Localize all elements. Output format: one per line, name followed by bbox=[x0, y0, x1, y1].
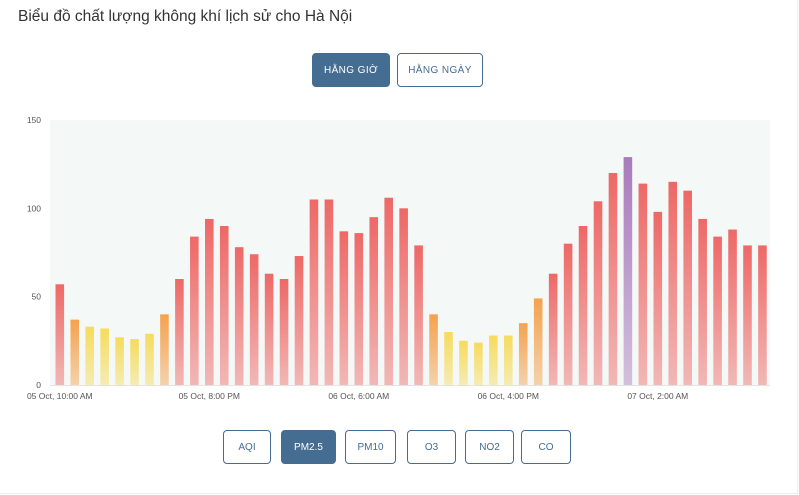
bar bbox=[160, 314, 169, 385]
bar bbox=[369, 217, 379, 385]
pm25-bar-chart: 0 50 100 150 05 Oct, 10:00 AM 05 Oct, 8:00 PM… bbox=[27, 115, 770, 401]
bar bbox=[758, 245, 767, 385]
bar bbox=[205, 218, 214, 385]
pollutant-button-co[interactable]: CO bbox=[521, 430, 571, 464]
bar bbox=[533, 298, 543, 385]
bar bbox=[279, 279, 289, 385]
bar bbox=[743, 245, 752, 385]
bar bbox=[399, 208, 408, 385]
pollutant-button-pm25[interactable]: PM2.5 bbox=[281, 430, 336, 464]
pollutant-button-pm10[interactable]: PM10 bbox=[345, 430, 396, 464]
bar bbox=[264, 273, 274, 385]
pollutant-button-o3[interactable]: O3 bbox=[407, 430, 456, 464]
bar bbox=[294, 256, 304, 385]
bar bbox=[638, 183, 648, 385]
bar bbox=[70, 319, 80, 385]
bar bbox=[429, 314, 438, 385]
bar bbox=[518, 323, 528, 385]
bar bbox=[100, 328, 109, 385]
bar bbox=[653, 211, 663, 385]
bar bbox=[728, 229, 737, 385]
bar bbox=[683, 190, 692, 385]
bar bbox=[444, 332, 453, 385]
bar bbox=[489, 335, 498, 385]
bar bbox=[354, 233, 364, 385]
x-tick-label: 06 Oct, 4:00 PM bbox=[478, 391, 539, 401]
bar bbox=[548, 273, 558, 385]
x-tick-label: 05 Oct, 8:00 PM bbox=[179, 391, 240, 401]
y-tick-label: 50 bbox=[32, 292, 42, 302]
x-tick-label: 06 Oct, 6:00 AM bbox=[328, 391, 389, 401]
y-tick-label: 150 bbox=[27, 115, 41, 125]
bar bbox=[698, 218, 707, 385]
pollutant-button-no2[interactable]: NO2 bbox=[465, 430, 514, 464]
page-title: Biểu đồ chất lượng không khí lịch sử cho… bbox=[18, 8, 353, 25]
pollutant-button-aqi[interactable]: AQI bbox=[223, 430, 271, 464]
bar bbox=[623, 157, 633, 385]
bar bbox=[459, 340, 468, 385]
bar bbox=[234, 247, 244, 385]
plot-area bbox=[50, 120, 770, 385]
pollutant-selector: AQI PM2.5 PM10 O3 NO2 CO bbox=[0, 430, 799, 464]
bar bbox=[145, 333, 154, 385]
hourly-toggle-button[interactable]: HẰNG GIỜ bbox=[312, 53, 390, 87]
bar bbox=[578, 226, 588, 385]
bar bbox=[190, 236, 199, 385]
bar bbox=[593, 201, 603, 385]
bar bbox=[474, 342, 483, 385]
bar bbox=[324, 199, 334, 385]
bar bbox=[309, 199, 319, 385]
x-tick-label: 07 Oct, 2:00 AM bbox=[627, 391, 688, 401]
bar bbox=[414, 245, 423, 385]
bar bbox=[175, 279, 184, 385]
bar bbox=[249, 254, 259, 385]
y-tick-label: 100 bbox=[27, 203, 41, 213]
bar bbox=[713, 236, 722, 385]
bar bbox=[339, 231, 349, 385]
bar bbox=[504, 335, 513, 385]
daily-toggle-button[interactable]: HẰNG NGÀY bbox=[397, 53, 483, 87]
bar bbox=[130, 339, 139, 385]
bar bbox=[668, 181, 678, 385]
bar bbox=[384, 197, 393, 385]
bar bbox=[608, 173, 618, 385]
y-tick-label: 0 bbox=[36, 380, 41, 390]
bar bbox=[55, 284, 65, 385]
bar bbox=[219, 226, 229, 385]
bar bbox=[115, 337, 124, 385]
x-tick-label: 05 Oct, 10:00 AM bbox=[27, 391, 93, 401]
bar bbox=[85, 326, 94, 385]
bar bbox=[563, 243, 573, 385]
